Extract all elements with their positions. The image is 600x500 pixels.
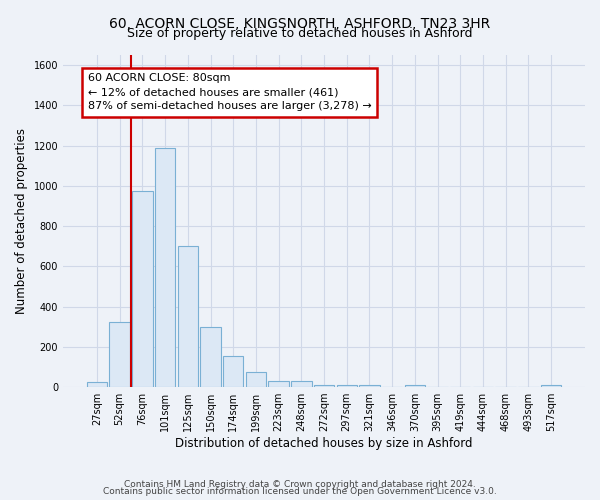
Bar	[337, 385, 357, 387]
Text: 60, ACORN CLOSE, KINGSNORTH, ASHFORD, TN23 3HR: 60, ACORN CLOSE, KINGSNORTH, ASHFORD, TN…	[109, 18, 491, 32]
Bar	[109, 322, 130, 387]
Bar	[132, 191, 152, 387]
Text: Size of property relative to detached houses in Ashford: Size of property relative to detached ho…	[127, 28, 473, 40]
Bar	[178, 246, 198, 387]
Text: Contains public sector information licensed under the Open Government Licence v3: Contains public sector information licen…	[103, 487, 497, 496]
Bar	[541, 385, 561, 387]
Bar	[268, 381, 289, 387]
Text: Contains HM Land Registry data © Crown copyright and database right 2024.: Contains HM Land Registry data © Crown c…	[124, 480, 476, 489]
Bar	[223, 356, 244, 387]
Bar	[359, 385, 380, 387]
Bar	[87, 382, 107, 387]
Bar	[404, 385, 425, 387]
X-axis label: Distribution of detached houses by size in Ashford: Distribution of detached houses by size …	[175, 437, 473, 450]
Bar	[155, 148, 175, 387]
Bar	[245, 372, 266, 387]
Y-axis label: Number of detached properties: Number of detached properties	[15, 128, 28, 314]
Bar	[291, 381, 311, 387]
Bar	[314, 385, 334, 387]
Bar	[200, 326, 221, 387]
Text: 60 ACORN CLOSE: 80sqm
← 12% of detached houses are smaller (461)
87% of semi-det: 60 ACORN CLOSE: 80sqm ← 12% of detached …	[88, 73, 371, 111]
